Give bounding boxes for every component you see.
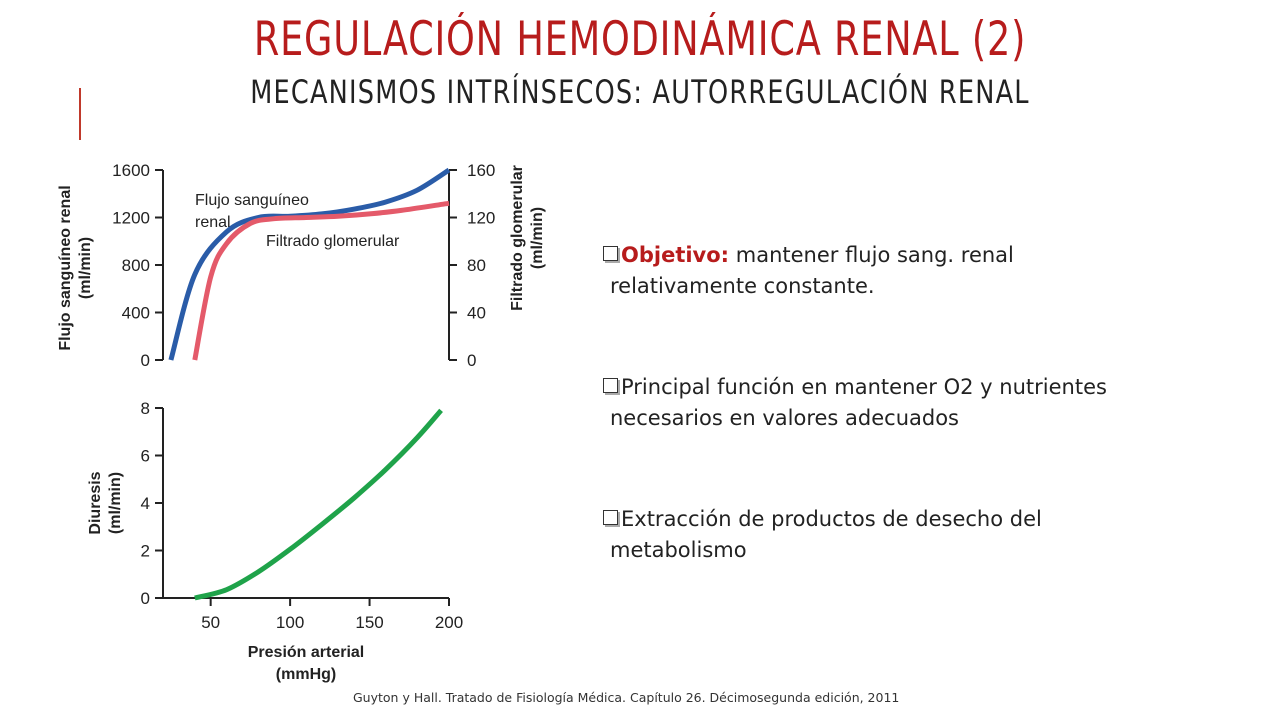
series-line-diuresis — [194, 408, 443, 601]
top-right-tick-label: 0 — [467, 351, 476, 370]
bottom-y-tick-label: 8 — [141, 399, 150, 418]
bottom-chart: 0 2 4 6 8 50 100 150 200 Diuresis (ml/min) Presi… — [87, 399, 463, 683]
top-left-axis-label: Flujo sanguíneo renal (ml/min) — [57, 185, 94, 350]
bottom-x-tick-label: 100 — [276, 613, 304, 632]
bullet-text-cont: metabolismo — [610, 538, 747, 562]
bottom-y-tick-label: 0 — [141, 589, 150, 608]
checkbox-bullet-icon — [603, 378, 618, 393]
bullet-funcion: Principal función en mantener O2 y nutri… — [603, 372, 1193, 434]
bullet-text: mantener flujo sang. renal — [729, 243, 1014, 267]
series-label-flujo: Flujo sanguíneo renal — [195, 192, 309, 231]
top-left-tick-label: 400 — [122, 304, 150, 323]
series-label-filtrado: Filtrado glomerular — [266, 233, 400, 250]
checkbox-bullet-icon — [603, 510, 618, 525]
top-right-tick-label: 120 — [467, 209, 495, 228]
bullet-extraccion: Extracción de productos de desecho del me… — [603, 504, 1193, 566]
slide-title: REGULACIÓN HEMODINÁMICA RENAL (2) — [253, 12, 1027, 67]
top-left-tick-label: 1200 — [112, 209, 150, 228]
bottom-y-tick-label: 2 — [141, 542, 150, 561]
bullet-objetivo: Objetivo: mantener flujo sang. renal rela… — [603, 240, 1193, 302]
bottom-y-tick-label: 6 — [141, 447, 150, 466]
top-left-tick-label: 0 — [141, 351, 150, 370]
slide-subtitle: MECANISMOS INTRÍNSECOS: AUTORREGULACIÓN … — [250, 73, 1030, 111]
bottom-x-tick-label: 150 — [355, 613, 383, 632]
bottom-y-axis-label: Diuresis (ml/min) — [87, 471, 124, 534]
series-line-filtrado — [192, 200, 450, 361]
bottom-x-axis-label: Presión arterial (mmHg) — [248, 644, 365, 683]
citation: Guyton y Hall. Tratado de Fisiología Méd… — [353, 690, 900, 705]
bottom-x-tick-label: 50 — [201, 613, 220, 632]
checkbox-bullet-icon — [603, 246, 618, 261]
bottom-x-tick-label: 200 — [435, 613, 463, 632]
bottom-y-tick-label: 4 — [141, 494, 150, 513]
top-right-tick-label: 160 — [467, 161, 495, 180]
top-left-tick-label: 800 — [122, 256, 150, 275]
bullet-text: Extracción de productos de desecho del — [621, 507, 1042, 531]
bullet-text-cont: relativamente constante. — [610, 274, 875, 298]
accent-bar — [79, 88, 81, 140]
bullet-text: Principal función en mantener O2 y nutri… — [621, 375, 1107, 399]
top-chart: 0 400 800 1200 1600 0 40 80 120 160 Flujo sanguí… — [57, 161, 546, 370]
top-right-tick-label: 40 — [467, 304, 486, 323]
top-right-axis-label: Filtrado glomerular (ml/min) — [509, 165, 546, 311]
top-left-tick-label: 1600 — [112, 161, 150, 180]
top-right-tick-label: 80 — [467, 256, 486, 275]
bullet-text-cont: necesarios en valores adecuados — [610, 406, 959, 430]
bullet-label: Objetivo: — [621, 243, 730, 267]
bullet-list: Objetivo: mantener flujo sang. renal rela… — [603, 240, 1193, 636]
